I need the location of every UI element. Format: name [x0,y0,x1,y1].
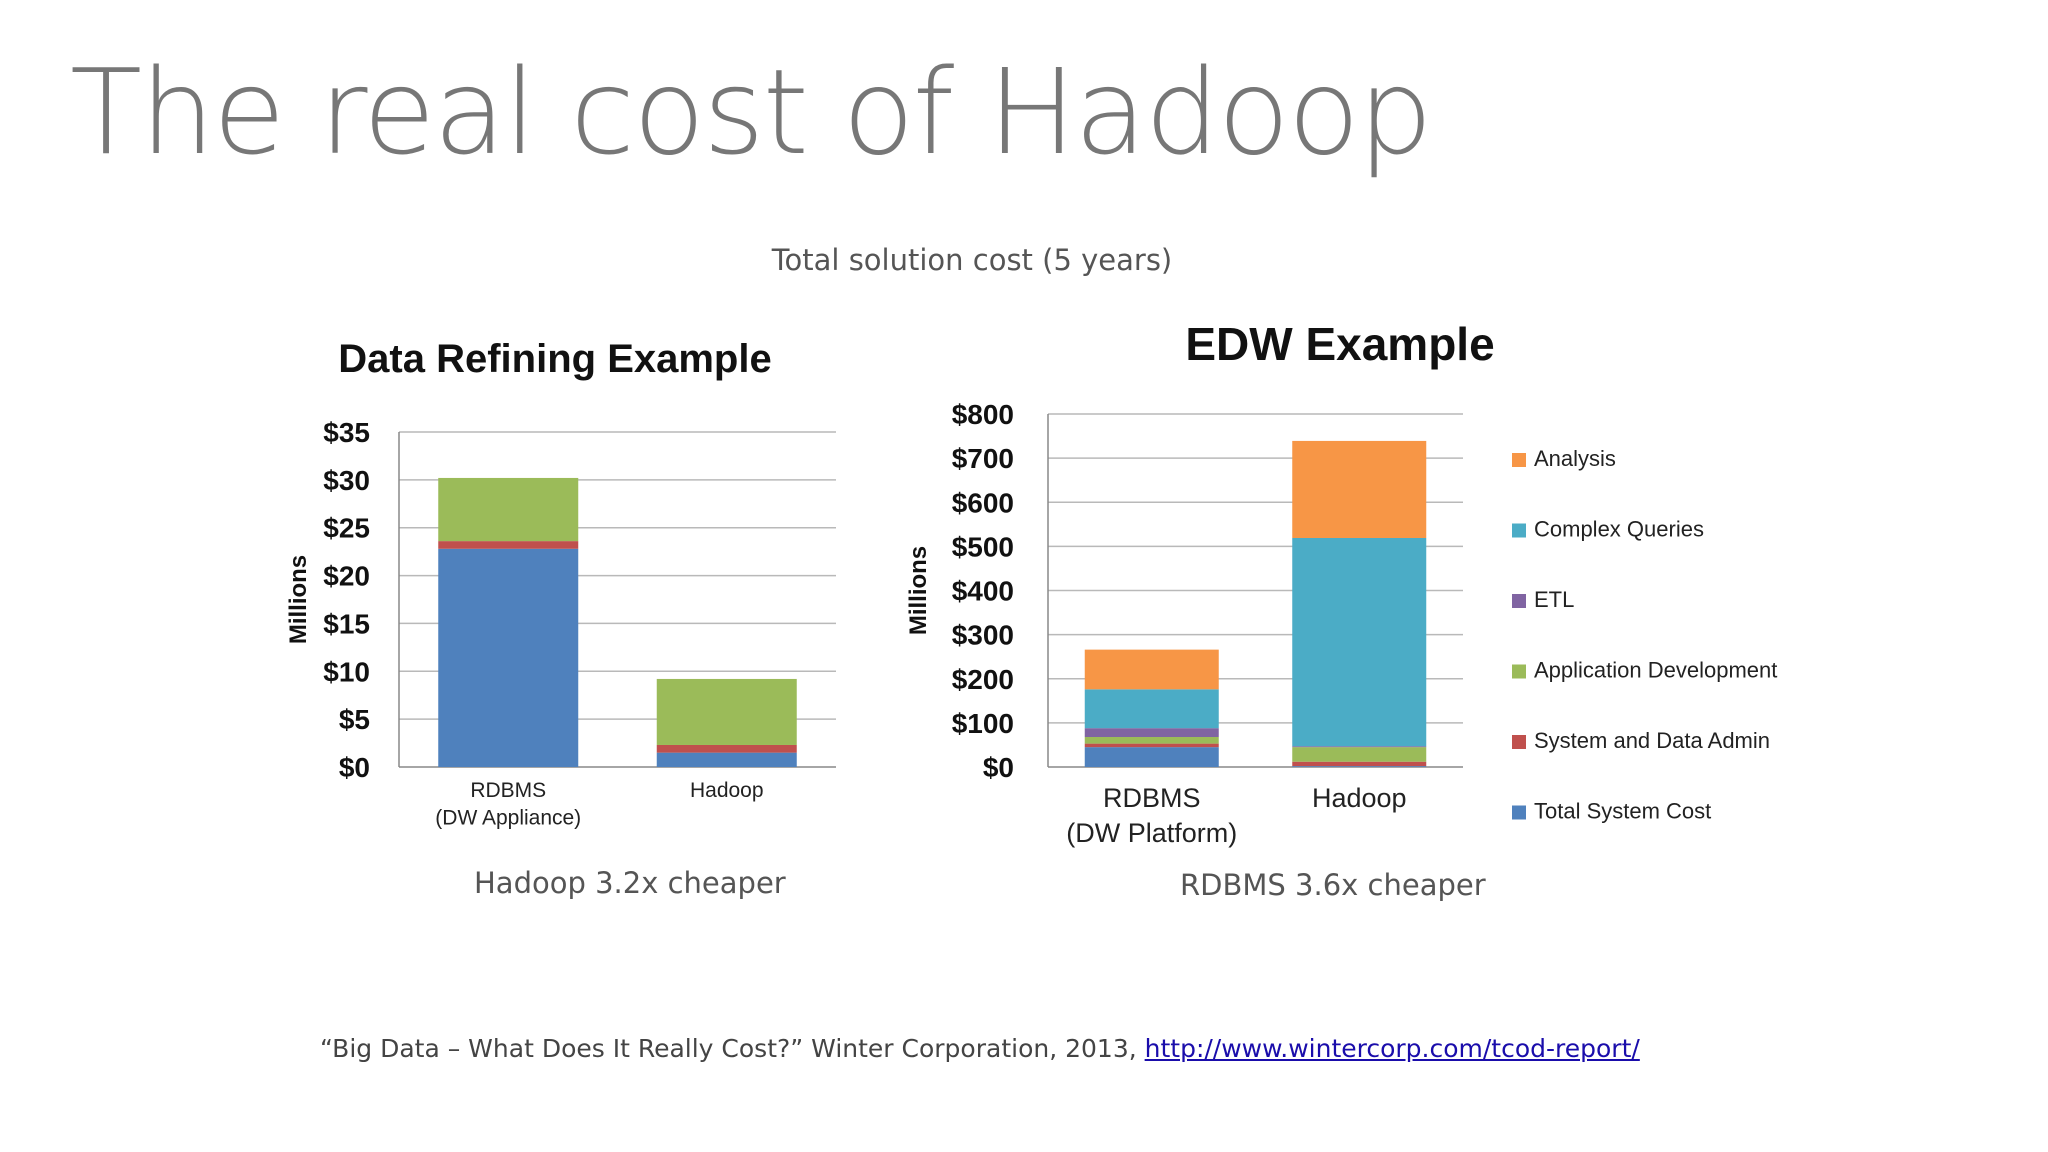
y-tick-label: $400 [952,576,1014,607]
legend-label: Total System Cost [1534,799,1711,824]
y-tick-label: $700 [952,443,1014,474]
y-tick-label: $15 [323,608,370,639]
bar-segment [1292,761,1427,767]
x-tick-label: RDBMS (DW Platform) [1066,783,1237,848]
y-tick-label: $100 [952,708,1014,739]
bar-segment [438,541,579,549]
y-axis-label: Millions [285,555,312,644]
y-tick-label: $25 [323,513,370,544]
legend-label: Complex Queries [1534,517,1704,542]
y-tick-label: $500 [952,531,1014,562]
legend-label: ETL [1534,587,1574,612]
y-tick-label: $300 [952,620,1014,651]
citation-link[interactable]: http://www.wintercorp.com/tcod-report/ [1144,1034,1640,1063]
legend-swatch [1512,594,1526,608]
chart-title: Data Refining Example [338,337,771,381]
bar-segment [656,744,797,753]
caption-right: RDBMS 3.6x cheaper [1180,868,1486,902]
legend-label: Application Development [1534,658,1777,683]
slide-subtitle: Total solution cost (5 years) [771,243,1173,277]
chart-title: EDW Example [1185,318,1494,370]
y-tick-label: $35 [323,417,370,448]
y-tick-label: $20 [323,561,370,592]
y-tick-label: $800 [952,399,1014,430]
legend-swatch [1512,453,1526,467]
caption-left: Hadoop 3.2x cheaper [474,866,786,900]
x-tick-label: Hadoop [1312,783,1407,813]
bar-segment [1084,743,1219,748]
citation-text: “Big Data – What Does It Really Cost?” W… [320,1034,1145,1063]
legend-label: Analysis [1534,446,1616,471]
y-tick-label: $30 [323,465,370,496]
bar-segment [1084,747,1219,767]
bar-segment [1292,766,1427,767]
bar-segment [656,752,797,767]
bar-segment [1084,649,1219,690]
legend-swatch [1512,523,1526,538]
bar-segment [438,548,579,767]
bar-segment [1292,537,1427,747]
bar-segment [656,678,797,745]
legend-label: System and Data Admin [1534,728,1770,753]
legend-swatch [1512,664,1526,679]
legend-swatch [1512,805,1526,820]
y-tick-label: $10 [323,656,370,687]
bar-segment [1292,746,1427,748]
data-refining-chart: Data Refining Example Millions $0 $5 $10 $15 $… [285,337,836,829]
bar-segment [1292,747,1427,762]
y-axis-label: Millions [905,546,932,635]
citation: “Big Data – What Does It Really Cost?” W… [320,1034,1640,1063]
bar-segment [1292,440,1427,538]
bar-segment [1084,728,1219,737]
y-tick-label: $600 [952,487,1014,518]
y-tick-label: $0 [339,752,370,783]
bar-segment [1084,689,1219,729]
legend-swatch [1512,735,1526,749]
y-tick-label: $0 [983,752,1014,783]
x-tick-label: Hadoop [690,779,764,802]
edw-chart: EDW Example Millions $0 $100 $200 $300 $400 $50… [905,318,1777,848]
bar-segment [1084,736,1219,744]
slide-title: The real cost of Hadoop [70,43,1433,181]
y-tick-label: $200 [952,664,1014,695]
bar-segment [438,477,579,542]
y-tick-label: $5 [339,704,370,735]
x-tick-label: RDBMS (DW Appliance) [435,779,581,829]
